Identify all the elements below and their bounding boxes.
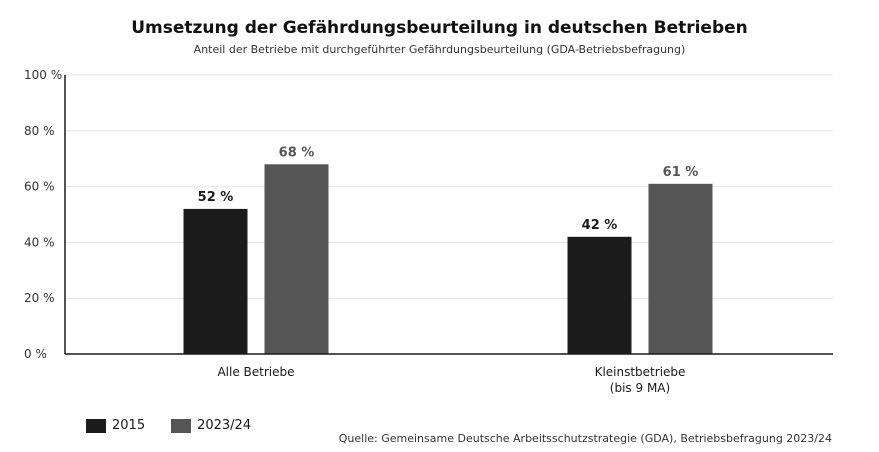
legend: 2015 2023/24 xyxy=(86,418,251,433)
bar xyxy=(264,164,329,354)
data-label: 61 % xyxy=(663,165,699,180)
legend-swatch-2015 xyxy=(86,418,106,433)
bar xyxy=(183,208,248,354)
data-label: 42 % xyxy=(582,218,618,233)
bars xyxy=(183,164,713,354)
legend-item-2015[interactable]: 2015 xyxy=(86,418,145,433)
data-label: 68 % xyxy=(279,145,315,160)
x-tick-label: (bis 9 MA) xyxy=(610,381,670,395)
y-axis-ticks: 0 % 20 % 40 % 60 % 80 % 100 % xyxy=(24,68,62,361)
y-tick-label: 100 % xyxy=(24,68,62,82)
legend-label-2023-24: 2023/24 xyxy=(197,418,252,433)
gridlines xyxy=(65,74,833,299)
data-labels: 52 % 42 % 68 % 61 % xyxy=(198,145,699,233)
bar xyxy=(567,236,632,354)
axes xyxy=(64,75,833,355)
chart-subtitle: Anteil der Betriebe mit durchgeführter G… xyxy=(193,43,686,56)
y-tick-label: 40 % xyxy=(24,235,55,249)
legend-swatch-2023-24 xyxy=(171,418,192,433)
legend-label-2015: 2015 xyxy=(112,418,146,433)
y-tick-label: 60 % xyxy=(24,180,55,194)
x-tick-label: Alle Betriebe xyxy=(217,365,294,379)
y-tick-label: 20 % xyxy=(24,291,55,305)
bar xyxy=(648,183,713,354)
y-tick-label: 80 % xyxy=(24,124,55,138)
x-tick-label: Kleinstbetriebe xyxy=(595,365,686,379)
y-tick-label: 0 % xyxy=(24,347,47,361)
data-label: 52 % xyxy=(198,190,234,205)
x-axis-ticks: Alle Betriebe Kleinstbetriebe (bis 9 MA) xyxy=(217,365,685,395)
legend-item-2023-24[interactable]: 2023/24 xyxy=(171,418,251,433)
source-note: Quelle: Gemeinsame Deutsche Arbeitsschut… xyxy=(338,432,832,445)
chart-title: Umsetzung der Gefährdungsbeurteilung in … xyxy=(131,18,748,38)
